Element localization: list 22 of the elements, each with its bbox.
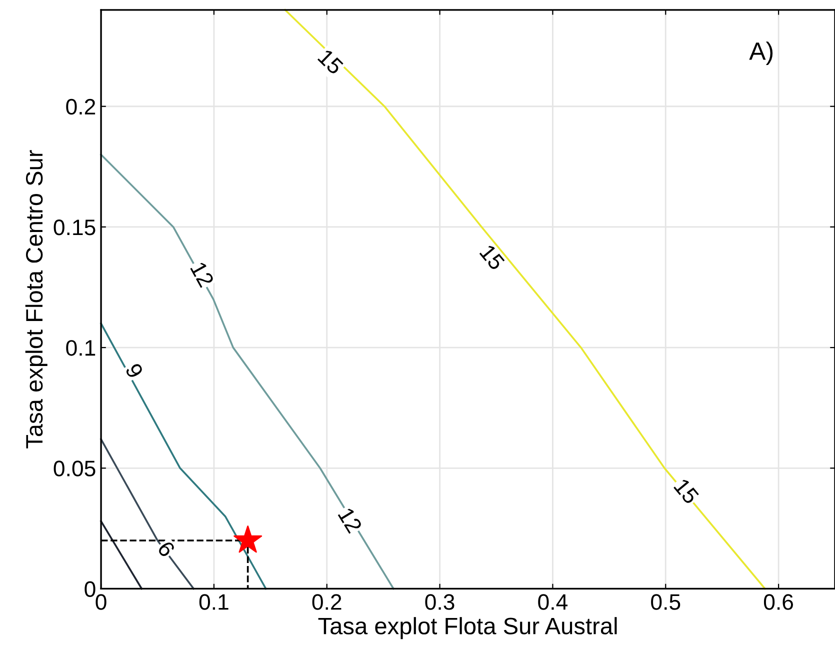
x-tick-label: 0.1 — [199, 594, 228, 610]
annotation: 15 — [673, 478, 700, 505]
x-tick-label: 0.4 — [538, 594, 568, 610]
y-tick-label: 0 — [84, 581, 96, 597]
annotation: 12 — [190, 261, 214, 288]
y-tick-label: 0.05 — [54, 460, 96, 476]
x-tick-label: 0.3 — [425, 594, 454, 610]
annotation: 12 — [338, 507, 363, 534]
y-axis-title: Tasa explot Flota Centro Sur — [25, 150, 48, 448]
y-tick-label: 0.15 — [54, 219, 96, 236]
x-axis-title: Tasa explot Flota Sur Austral — [318, 617, 617, 640]
annotation: 6 — [156, 540, 176, 558]
x-tick-label: 0.6 — [764, 594, 794, 610]
annotation: 15 — [479, 244, 506, 271]
y-tick-label: 0.2 — [66, 98, 96, 115]
annotation: 9 — [124, 362, 144, 380]
x-tick-label: 0 — [96, 594, 106, 610]
x-tick-label: 0.5 — [651, 594, 680, 610]
annotation: A) — [749, 42, 773, 65]
y-tick-label: 0.1 — [66, 340, 96, 356]
annotation: 15 — [317, 48, 344, 76]
x-tick-label: 0.2 — [312, 594, 342, 610]
